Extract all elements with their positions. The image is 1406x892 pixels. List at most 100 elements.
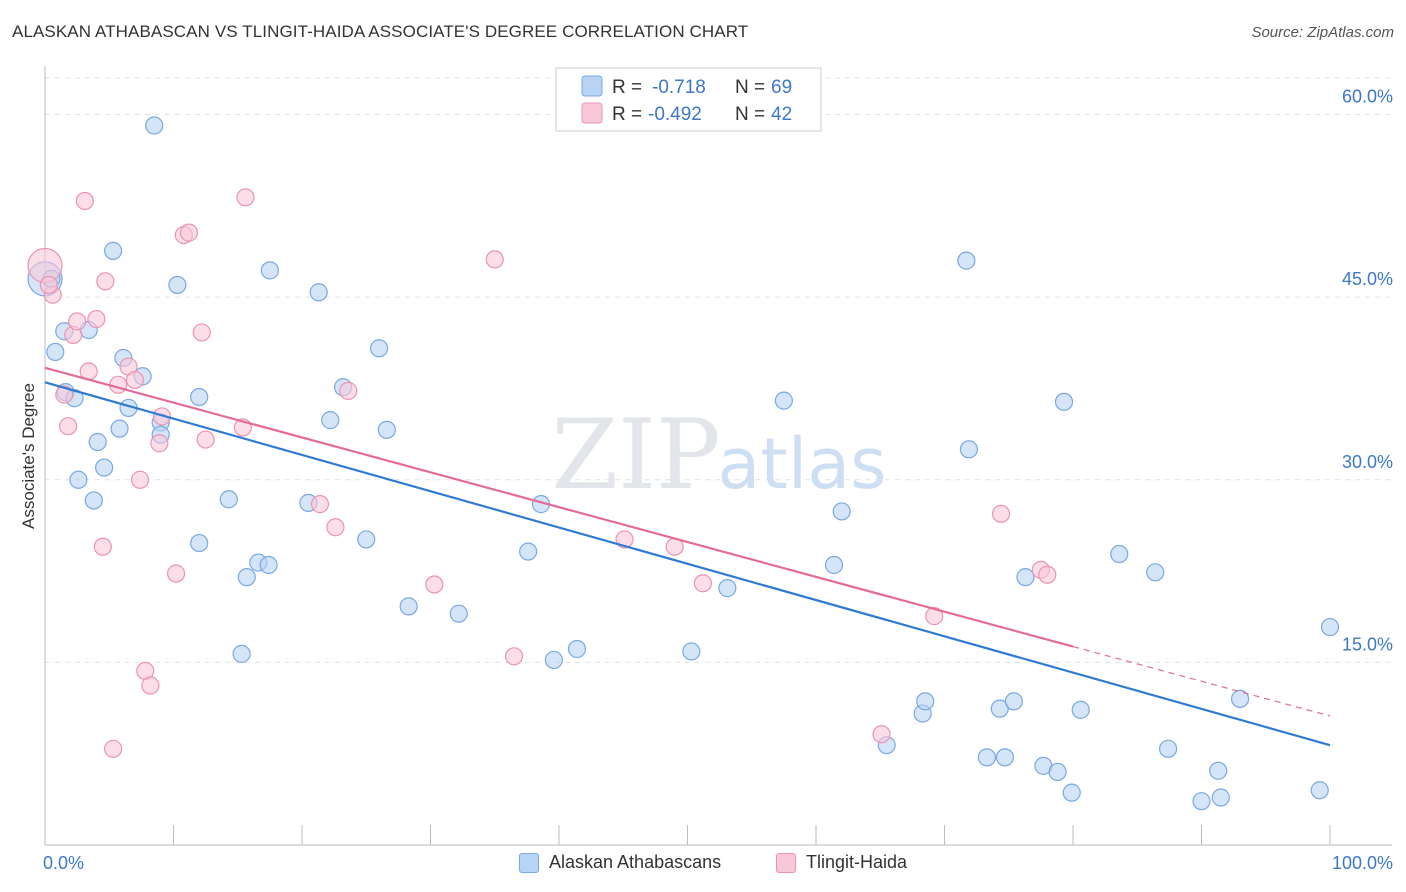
chart-title: ALASKAN ATHABASCAN VS TLINGIT-HAIDA ASSO… — [12, 22, 749, 41]
series-legend: Alaskan Athabascans Tlingit-Haida — [0, 852, 1406, 876]
legend-swatch-tlingit-haida — [776, 852, 796, 873]
tlingit-haida-point — [96, 272, 115, 291]
legend-swatch-blue — [581, 75, 603, 97]
tlingit-haida-point — [693, 574, 713, 593]
tlingit-haida-point — [179, 223, 199, 242]
tlingit-haida-point — [504, 647, 524, 666]
athabascan-point — [145, 116, 164, 135]
chart-source: Source: ZipAtlas.com — [1251, 24, 1394, 41]
legend-swatch-pink — [581, 102, 603, 124]
tlingit-haida-point — [104, 739, 123, 758]
tlingit-haida-point — [326, 518, 345, 537]
y-tick-label: 15.0% — [1342, 634, 1393, 654]
legend-n-label-1: N = — [735, 77, 765, 98]
athabascan-point — [95, 458, 114, 477]
legend-r-label-1: R = — [612, 77, 642, 98]
legend-n-value-2: 42 — [771, 104, 792, 125]
athabascan-point — [110, 419, 129, 438]
tlingit-haida-point — [87, 309, 106, 329]
athabascan-point — [682, 642, 701, 661]
x-tick-label: 0.0% — [43, 853, 84, 873]
athabascan-point — [232, 644, 251, 663]
athabascan-point — [916, 692, 935, 711]
athabascan-point — [321, 411, 340, 430]
athabascan-point — [1146, 563, 1165, 582]
athabascan-point — [1110, 544, 1129, 564]
legend-label-tlingit-haida: Tlingit-Haida — [806, 852, 908, 872]
athabascan-point — [957, 251, 976, 270]
tlingit-haida-point — [39, 275, 58, 295]
athabascan-point — [1209, 761, 1228, 780]
tlingit-haida-point — [925, 607, 944, 626]
athabascan-point — [168, 275, 187, 295]
tlingit-haida-point — [141, 676, 160, 695]
legend-swatch-athabascans — [519, 852, 539, 873]
athabascan-point — [377, 420, 396, 439]
athabascan-point — [237, 568, 256, 587]
tlingit-haida-point — [192, 323, 211, 342]
athabascan-point — [995, 748, 1014, 767]
watermark-zip: ZIP — [551, 399, 720, 511]
athabascan-point — [219, 490, 238, 509]
athabascan-point — [1310, 781, 1329, 800]
tlingit-haida-point — [310, 495, 330, 514]
athabascan-point — [774, 391, 793, 410]
tlingit-haida-point — [485, 250, 504, 269]
athabascan-point — [84, 491, 103, 510]
athabascan-point — [1054, 392, 1074, 411]
tlingit-haida-point — [130, 470, 150, 489]
y-axis-label: Associate's Degree — [19, 383, 38, 529]
athabascan-point — [309, 283, 328, 302]
tlingit-haida-point — [872, 725, 891, 744]
athabascan-point — [357, 530, 376, 549]
athabascan-point — [190, 387, 209, 407]
tlingit-haida-point — [196, 430, 215, 449]
tlingit-haida-point — [68, 312, 87, 331]
y-tick-label: 45.0% — [1342, 269, 1393, 289]
tlingit-haida-point — [150, 434, 169, 453]
tlingit-haida-point — [339, 381, 358, 400]
athabascan-point — [519, 542, 538, 561]
tlingit-haida-trend-extension — [1072, 645, 1331, 717]
athabascan-point — [718, 579, 737, 598]
athabascan-point — [1158, 739, 1178, 758]
tlingit-haida-point — [1038, 565, 1057, 584]
y-tick-label: 30.0% — [1342, 452, 1393, 472]
athabascan-trend-line — [44, 381, 1331, 747]
x-tick-label: 100.0% — [1332, 853, 1393, 873]
legend-r-value-2: -0.492 — [648, 104, 702, 125]
athabascan-point — [990, 699, 1009, 718]
athabascan-point — [824, 555, 844, 575]
axes — [44, 66, 1392, 846]
athabascan-point — [1071, 700, 1090, 719]
athabascan-point — [1004, 692, 1023, 711]
axis-labels: 15.0% 30.0% 45.0% 60.0% 0.0% 100.0% — [43, 87, 1393, 873]
legend-item-athabascans: Alaskan Athabascans — [519, 852, 721, 873]
athabascan-point — [1062, 783, 1081, 802]
tlingit-haida-point — [236, 188, 255, 207]
legend-n-value-1: 69 — [771, 77, 792, 98]
athabascan-point — [449, 604, 468, 623]
y-tick-label: 60.0% — [1342, 87, 1393, 107]
tlingit-haida-trend-line — [44, 366, 1074, 648]
watermark-atlas: atlas — [717, 423, 886, 505]
tlingit-haida-point — [59, 417, 78, 436]
athabascan-point — [1192, 792, 1211, 811]
athabascan-point — [1230, 689, 1250, 709]
correlation-legend: R = -0.718 N = 69 R = -0.492 N = 42 — [555, 67, 822, 132]
tlingit-haida-point — [166, 564, 186, 583]
legend-item-tlingit-haida: Tlingit-Haida — [776, 852, 907, 873]
tlingit-haida-point — [991, 504, 1011, 523]
data-points — [27, 116, 1340, 811]
tlingit-haida-point — [109, 375, 128, 394]
tlingit-haida-point — [93, 537, 112, 556]
athabascan-point — [190, 533, 209, 553]
athabascan-point — [977, 748, 997, 767]
athabascan-point — [1016, 568, 1035, 587]
watermark: ZIP atlas — [551, 399, 886, 511]
athabascan-point — [959, 440, 979, 459]
tlingit-haida-point — [425, 575, 444, 594]
athabascan-point — [46, 342, 65, 362]
athabascan-point — [1211, 788, 1230, 807]
